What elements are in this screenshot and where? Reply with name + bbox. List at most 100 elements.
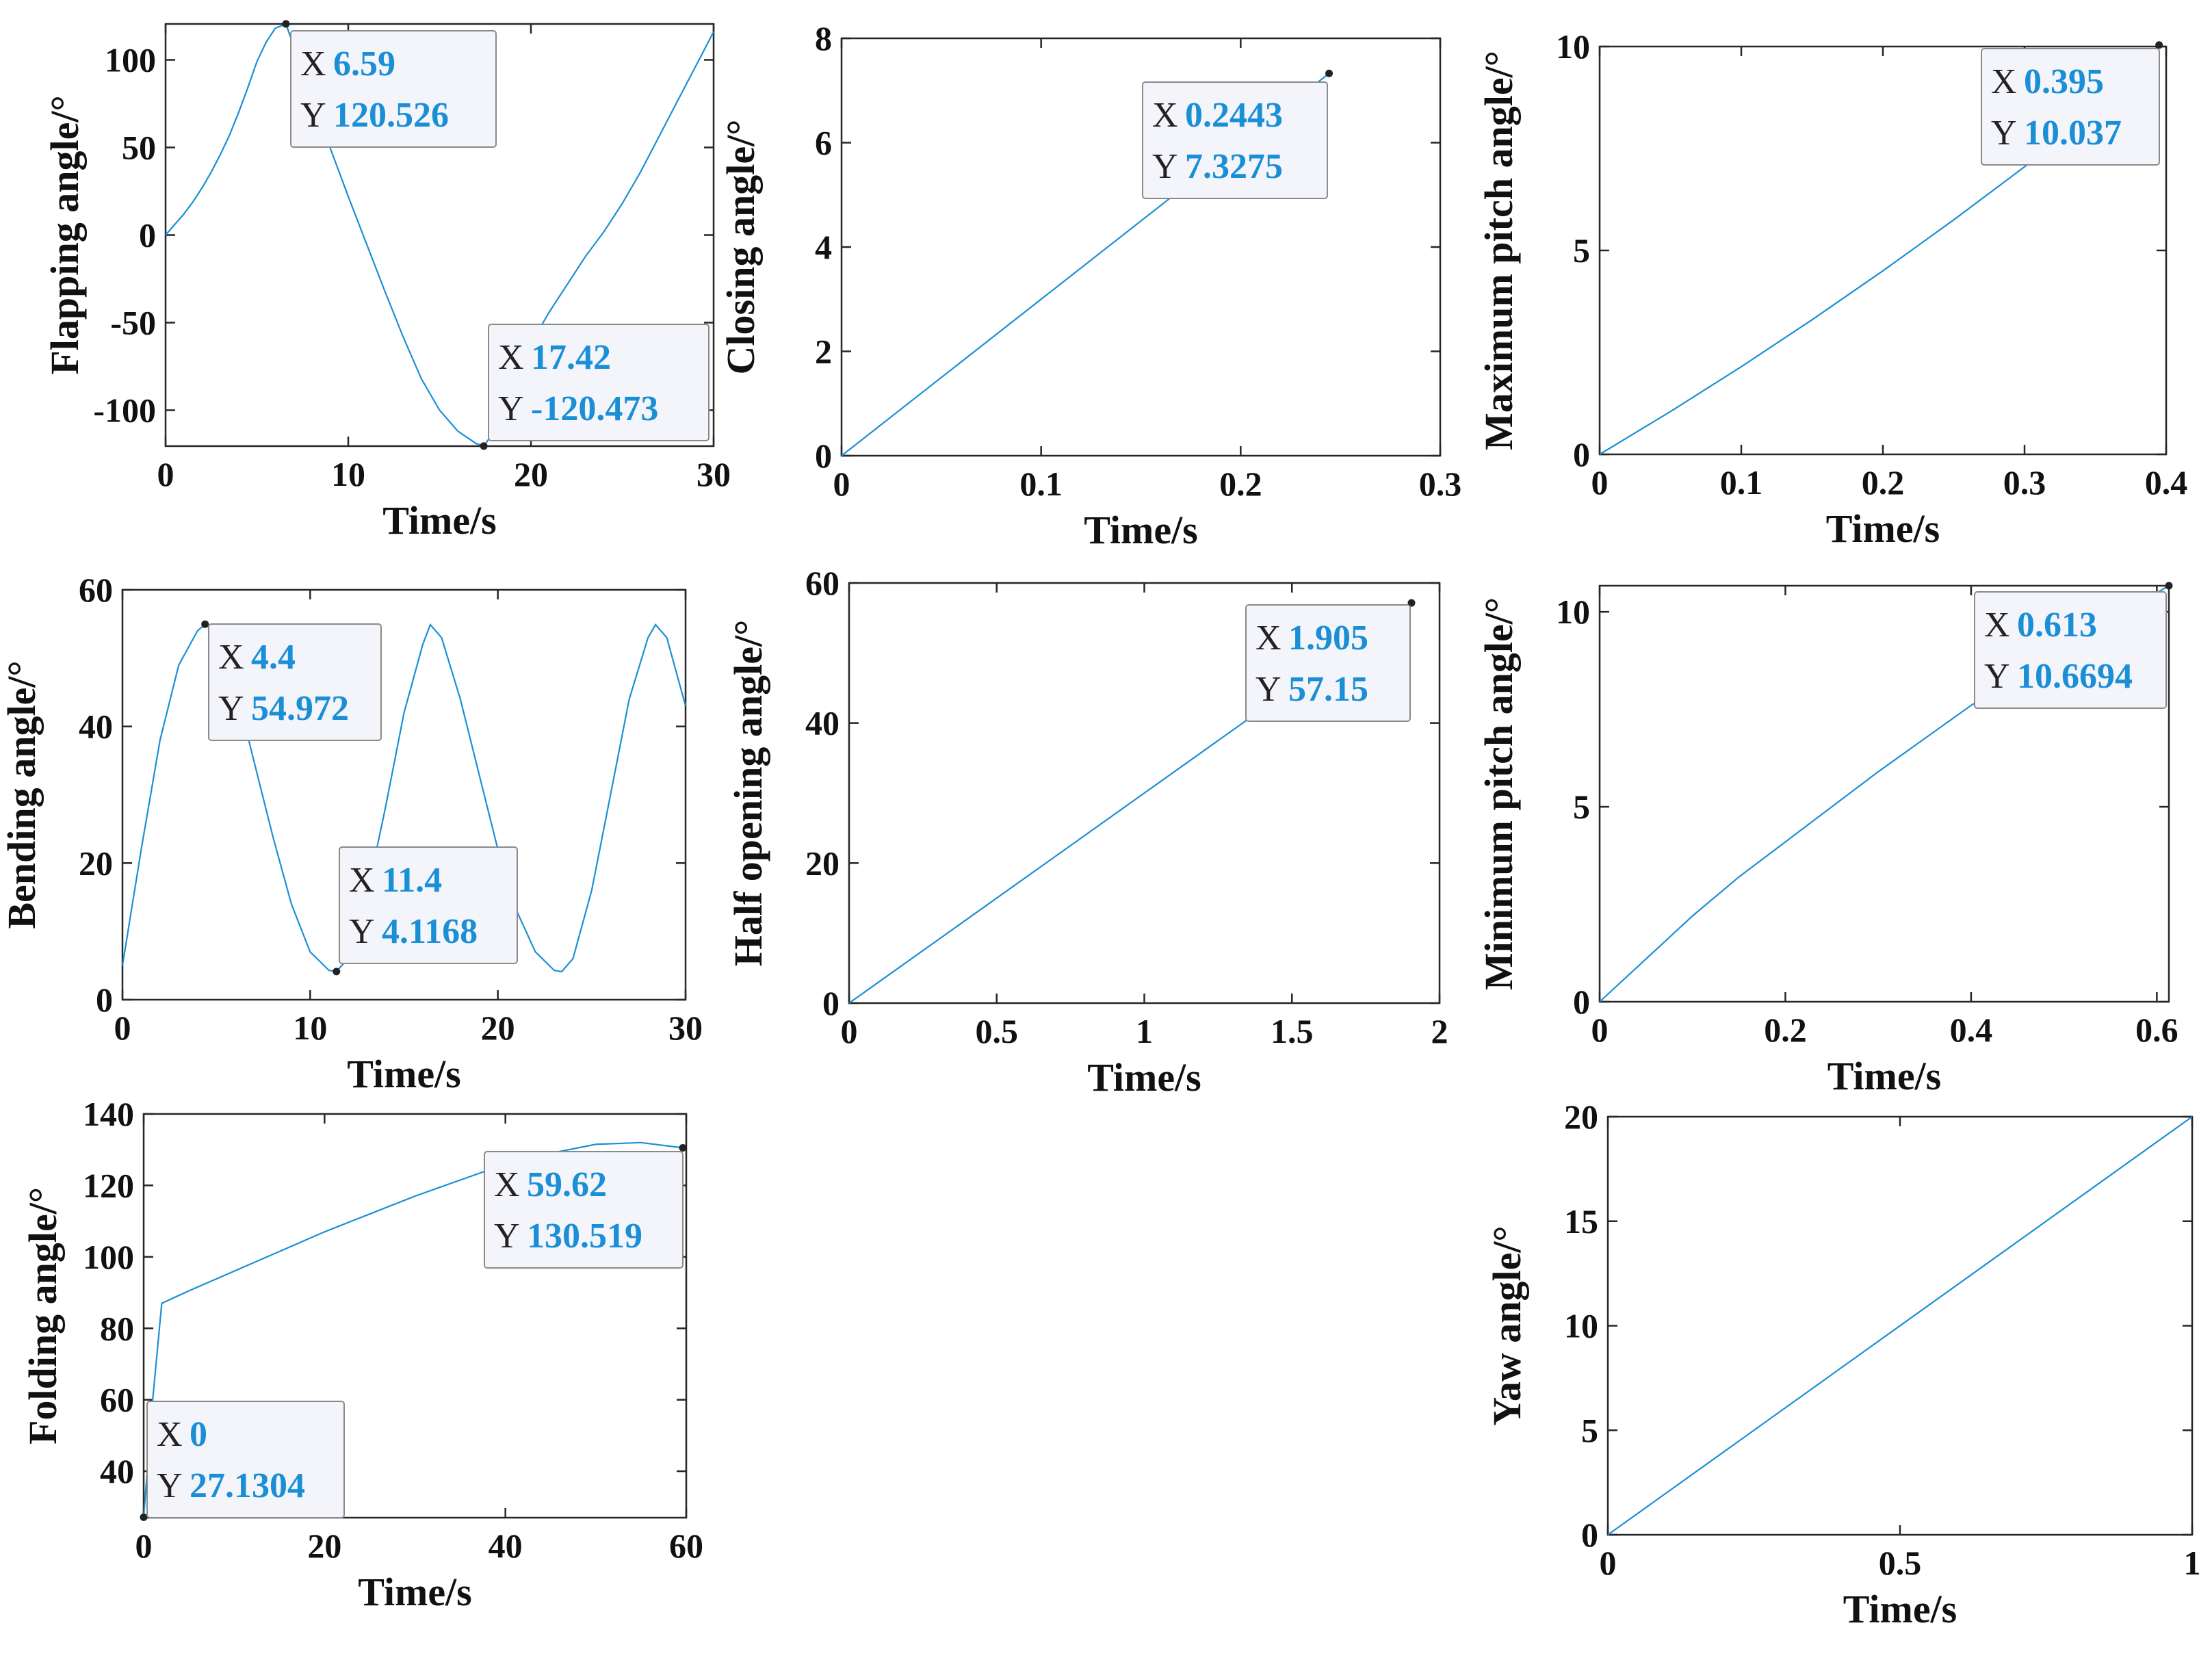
- datatip-marker: [140, 1513, 148, 1521]
- y-tick-label: 2: [815, 333, 832, 371]
- datatip-y-value: 120.526: [333, 96, 449, 135]
- y-tick-label: 8: [815, 19, 832, 57]
- x-tick-label: 20: [307, 1527, 341, 1565]
- y-tick-label: 20: [805, 844, 840, 882]
- x-tick-label: 20: [514, 455, 548, 493]
- datatip-y-value: 10.6694: [2017, 657, 2133, 696]
- x-tick-label: 40: [489, 1527, 523, 1565]
- datatip-y-value: 57.15: [1288, 670, 1368, 709]
- x-tick-label: 2: [1431, 1012, 1448, 1050]
- y-tick-label: 0: [96, 981, 113, 1019]
- datatip-y-value: 27.1304: [190, 1466, 305, 1505]
- x-axis-label: Time/s: [382, 498, 497, 543]
- datatip-y-label: Y: [1991, 114, 2017, 153]
- y-tick-label: 5: [1573, 231, 1590, 270]
- y-tick-label: 10: [1564, 1307, 1598, 1345]
- datatip-y-value: 4.1168: [382, 912, 478, 951]
- datatip-box: [488, 324, 710, 441]
- datatip-x-label: X: [1255, 619, 1281, 658]
- datatip-marker: [2155, 41, 2163, 49]
- x-tick-label: 0.1: [1720, 463, 1763, 502]
- x-tick-label: 0: [833, 465, 850, 503]
- x-tick-label: 0.3: [2003, 463, 2046, 502]
- x-tick-label: 0: [114, 1009, 131, 1047]
- series-line-yaw: [1607, 1116, 2193, 1535]
- datatip-y-label: Y: [157, 1466, 183, 1505]
- x-tick-label: 0.6: [2135, 1011, 2178, 1049]
- datatip-x-value: 11.4: [382, 861, 442, 900]
- datatip-marker: [1407, 599, 1416, 607]
- y-axis-label: Closing angle/°: [718, 120, 763, 375]
- x-tick-label: 1: [2184, 1544, 2201, 1582]
- datatip-x-label: X: [1984, 606, 2010, 645]
- datatip-x-label: X: [218, 638, 244, 677]
- y-tick-label: 40: [805, 704, 840, 742]
- x-tick-label: 0: [841, 1012, 858, 1050]
- datatip-marker: [282, 20, 290, 28]
- x-tick-label: 0: [135, 1527, 153, 1565]
- datatip-box: [1142, 81, 1328, 199]
- datatip-x-label: X: [498, 338, 524, 377]
- x-tick-label: 10: [331, 455, 365, 493]
- datatip-x-value: 4.4: [251, 638, 296, 677]
- datatip-box: [1245, 604, 1411, 722]
- datatip-marker: [480, 442, 488, 450]
- y-axis-label: Minimum pitch angle/°: [1476, 597, 1521, 990]
- datatip-y-label: Y: [1255, 670, 1281, 709]
- y-tick-label: 140: [83, 1095, 134, 1133]
- datatip-y-label: Y: [349, 912, 375, 951]
- datatip-y-value: 130.519: [527, 1217, 642, 1256]
- x-tick-label: 1.5: [1271, 1012, 1314, 1050]
- x-tick-label: 30: [668, 1009, 703, 1047]
- datatip-box: [1981, 48, 2160, 166]
- datatip-x-label: X: [494, 1165, 520, 1204]
- y-axis-label: Yaw angle/°: [1485, 1225, 1529, 1425]
- series-line-flapping: [165, 23, 714, 448]
- y-tick-label: 120: [83, 1166, 134, 1204]
- x-axis-label: Time/s: [1084, 508, 1198, 552]
- y-axis-label: Folding angle/°: [21, 1187, 65, 1444]
- x-tick-label: 0.2: [1764, 1011, 1807, 1049]
- y-tick-label: 60: [79, 571, 113, 609]
- datatip-y-label: Y: [498, 389, 524, 428]
- x-axis-label: Time/s: [1827, 1054, 1942, 1098]
- y-tick-label: 0: [139, 216, 156, 255]
- y-axis-label: Maximum pitch angle/°: [1476, 51, 1521, 450]
- datatip-box: [208, 623, 382, 741]
- x-tick-label: 1: [1136, 1012, 1153, 1050]
- datatip-box: [339, 846, 518, 964]
- y-axis-label: Half opening angle/°: [726, 620, 770, 967]
- datatip-x-value: 0.2443: [1185, 96, 1283, 135]
- x-tick-label: 0: [1600, 1544, 1617, 1582]
- datatip-marker: [1325, 69, 1333, 77]
- x-tick-label: 0.2: [1862, 463, 1905, 502]
- x-tick-label: 0.5: [976, 1012, 1019, 1050]
- x-tick-label: 20: [481, 1009, 515, 1047]
- datatip-x-label: X: [1991, 62, 2017, 101]
- y-tick-label: 10: [1556, 593, 1590, 631]
- datatip-x-label: X: [300, 44, 326, 83]
- x-axis-label: Time/s: [347, 1052, 461, 1096]
- y-tick-label: -100: [93, 391, 156, 430]
- plot-area: [1598, 584, 2170, 1003]
- datatip-box: [290, 30, 497, 148]
- series-line-folding: [142, 1141, 684, 1518]
- y-tick-label: 20: [1564, 1098, 1598, 1136]
- datatip-y-label: Y: [300, 96, 326, 135]
- plot-area: [840, 37, 1442, 457]
- datatip-marker: [679, 1144, 687, 1152]
- y-axis-label: Bending angle/°: [0, 660, 44, 929]
- y-tick-label: 50: [122, 128, 156, 166]
- datatip-y-label: Y: [1984, 657, 2010, 696]
- chart-closing: 0 0.1 0.2 0.3 0 2 4 6 8 Time/s Closing angle/° X 0.2…: [718, 19, 1461, 552]
- x-tick-label: 10: [293, 1009, 327, 1047]
- x-tick-label: 0: [1591, 463, 1609, 502]
- datatip-x-value: 1.905: [1288, 619, 1368, 658]
- y-tick-label: 20: [79, 844, 113, 882]
- chart-max-pitch: 0 0.1 0.2 0.3 0.4 0 5 10 Time/s Maximum pitch ang…: [1476, 27, 2187, 551]
- x-tick-label: 60: [669, 1527, 703, 1565]
- datatip-box: [146, 1401, 345, 1518]
